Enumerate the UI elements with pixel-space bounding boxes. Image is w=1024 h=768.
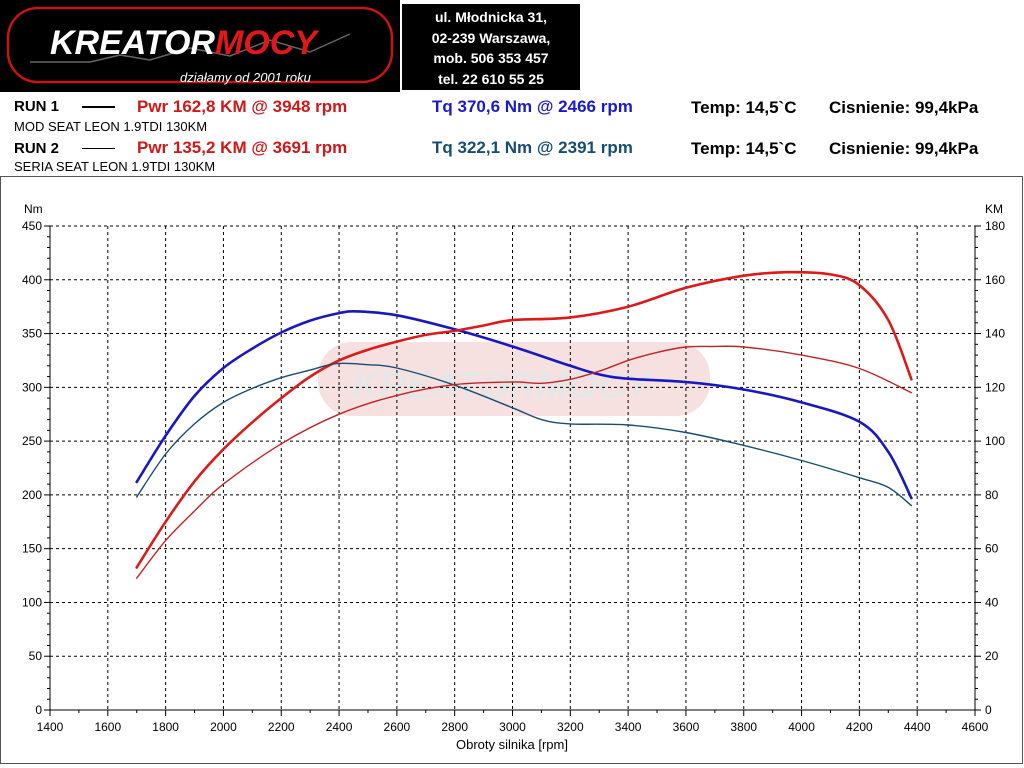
y-right-tick-label: 40 [985, 595, 999, 609]
x-tick-label: 3600 [673, 720, 700, 734]
y-left-tick-label: 350 [22, 327, 42, 341]
brand-logo: KREATORMOCY działamy od 2001 roku [0, 0, 400, 92]
contact-box: ul. Młodnicka 31, 02-239 Warszawa, mob. … [402, 4, 580, 90]
y-right-tick-label: 60 [985, 542, 999, 556]
run2-temp: Temp: 14,5`C [691, 139, 797, 158]
chart-ticks: 1400 1600 1800 2000 2200 2400 2600 2800 3000 3200… [22, 219, 1005, 734]
y-left-tick-label: 150 [22, 542, 42, 556]
y-left-tick-label: 450 [22, 219, 42, 233]
x-tick-label: 4200 [846, 720, 873, 734]
x-tick-label: 3200 [557, 720, 584, 734]
chart-frame [0, 176, 1023, 764]
y-left-tick-label: 250 [22, 434, 42, 448]
power-run2-line [136, 345, 913, 579]
x-tick-label: 2000 [210, 720, 237, 734]
y-left-tick-label: 100 [22, 595, 42, 609]
run1-temp: Temp: 14,5`C [691, 98, 797, 117]
x-tick-label: 3000 [499, 720, 526, 734]
logo-brand-text: KREATORMOCY [50, 24, 320, 62]
x-tick-label: 1400 [37, 720, 64, 734]
watermark-shape [318, 342, 710, 416]
run1-pressure: Cisnienie: 99,4kPa [829, 98, 979, 117]
contact-address: ul. Młodnicka 31, [434, 9, 548, 25]
y-right-tick-label: 0 [985, 703, 992, 717]
logo-brand-part1: KREATOR [50, 24, 215, 62]
y-right-tick-label: 20 [985, 649, 999, 663]
x-tick-label: 2800 [441, 720, 468, 734]
logo-outline [6, 6, 394, 84]
x-tick-label: 4000 [788, 720, 815, 734]
y-right-tick-label: 120 [985, 380, 1005, 394]
logo-graphic: KREATORMOCY działamy od 2001 roku [6, 6, 394, 85]
power-run1-line [135, 270, 913, 569]
left-axis-unit: Nm [24, 202, 43, 216]
run2-torque: Tq 322,1 Nm @ 2391 rpm [432, 138, 633, 157]
contact-phone: tel. 22 610 55 25 [438, 70, 544, 87]
run2-power: Pwr 135,2 KM @ 3691 rpm [137, 138, 348, 157]
y-left-tick-label: 200 [22, 488, 42, 502]
logo-brand-part2: MOCY [215, 24, 320, 62]
run1-power: Pwr 162,8 KM @ 3948 rpm [137, 97, 348, 116]
x-tick-label: 4400 [904, 720, 931, 734]
chart-watermark: KREATORMOCY [318, 342, 710, 416]
y-right-tick-label: 80 [985, 488, 999, 502]
logo-tagline: działamy od 2001 roku [180, 70, 311, 85]
y-left-tick-label: 400 [22, 273, 42, 287]
run1-name: MOD SEAT LEON 1.9TDI 130KM [14, 119, 208, 134]
run2-legend-line [82, 148, 115, 149]
run1-label: RUN 1 [14, 98, 60, 115]
y-right-tick-label: 180 [985, 219, 1005, 233]
run1-torque: Tq 370,6 Nm @ 2466 rpm [432, 97, 633, 116]
chart-series [135, 270, 913, 579]
x-tick-label: 2600 [384, 720, 411, 734]
run1-legend-line [82, 106, 115, 108]
y-right-tick-label: 140 [985, 327, 1005, 341]
run2-label: RUN 2 [14, 140, 60, 157]
x-axis-label: Obroty silnika [rpm] [456, 737, 568, 752]
y-left-tick-label: 300 [22, 380, 42, 394]
contact-mobile: mob. 506 353 457 [433, 50, 549, 66]
x-tick-label: 2400 [326, 720, 353, 734]
y-right-tick-label: 160 [985, 273, 1005, 287]
right-axis-unit: KM [985, 202, 1003, 216]
x-tick-label: 4600 [962, 720, 989, 734]
x-tick-label: 3400 [615, 720, 642, 734]
x-tick-label: 1600 [94, 720, 121, 734]
x-tick-label: 1800 [152, 720, 179, 734]
y-right-tick-label: 100 [985, 434, 1005, 448]
run2-pressure: Cisnienie: 99,4kPa [829, 139, 979, 158]
watermark-text: KREATORMOCY [352, 365, 654, 407]
y-left-tick-label: 0 [35, 703, 42, 717]
y-left-tick-label: 50 [29, 649, 43, 663]
contact-city: 02-239 Warszawa, [431, 29, 551, 46]
chart-grid [50, 225, 975, 710]
torque-run1-line [135, 309, 913, 500]
x-tick-label: 3800 [730, 720, 757, 734]
x-tick-label: 2200 [268, 720, 295, 734]
logo-swoosh [30, 33, 351, 63]
run2-name: SERIA SEAT LEON 1.9TDI 130KM [14, 159, 216, 174]
